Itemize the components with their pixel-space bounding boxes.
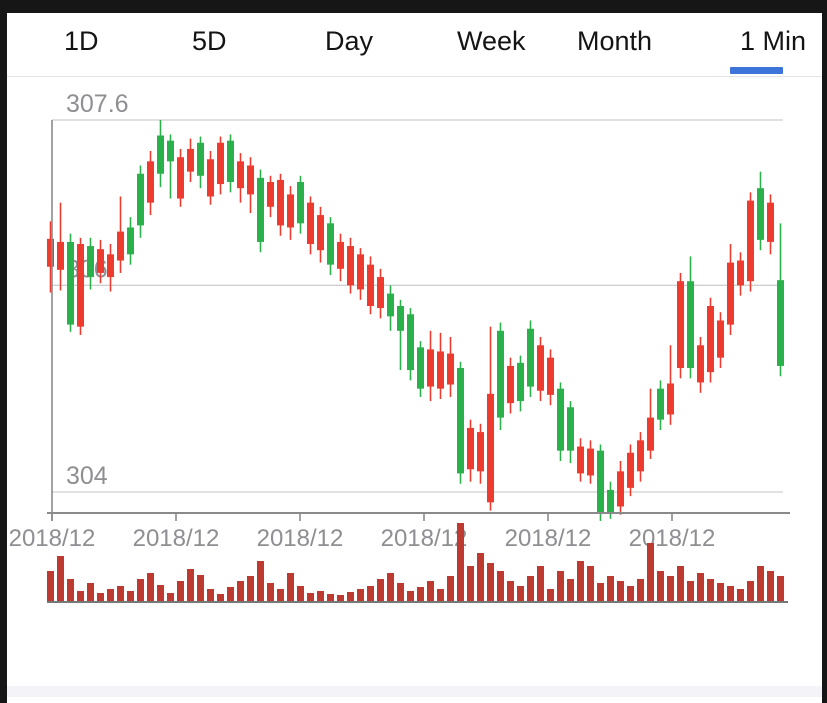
svg-text:2018/12: 2018/12 [629, 525, 716, 552]
svg-text:304: 304 [66, 462, 108, 490]
tab-week[interactable]: Week [457, 26, 526, 56]
svg-text:2018/12: 2018/12 [133, 525, 220, 552]
svg-text:2018/12: 2018/12 [505, 525, 592, 552]
active-tab-indicator [730, 67, 783, 74]
tab-1d[interactable]: 1D [64, 26, 99, 56]
bottom-band [7, 686, 822, 697]
svg-text:2018/12: 2018/12 [9, 525, 96, 552]
svg-text:307.6: 307.6 [66, 90, 129, 118]
tabbar-divider [7, 76, 822, 77]
svg-text:2018/12: 2018/12 [381, 525, 468, 552]
tab-1min[interactable]: 1 Min [740, 26, 807, 56]
tab-day[interactable]: Day [325, 26, 374, 56]
tab-month[interactable]: Month [577, 26, 653, 56]
svg-text:2018/12: 2018/12 [257, 525, 344, 552]
interval-tab-bar: 1D 5D Day Week Month 1 Min [7, 13, 822, 76]
tab-5d[interactable]: 5D [192, 26, 227, 56]
